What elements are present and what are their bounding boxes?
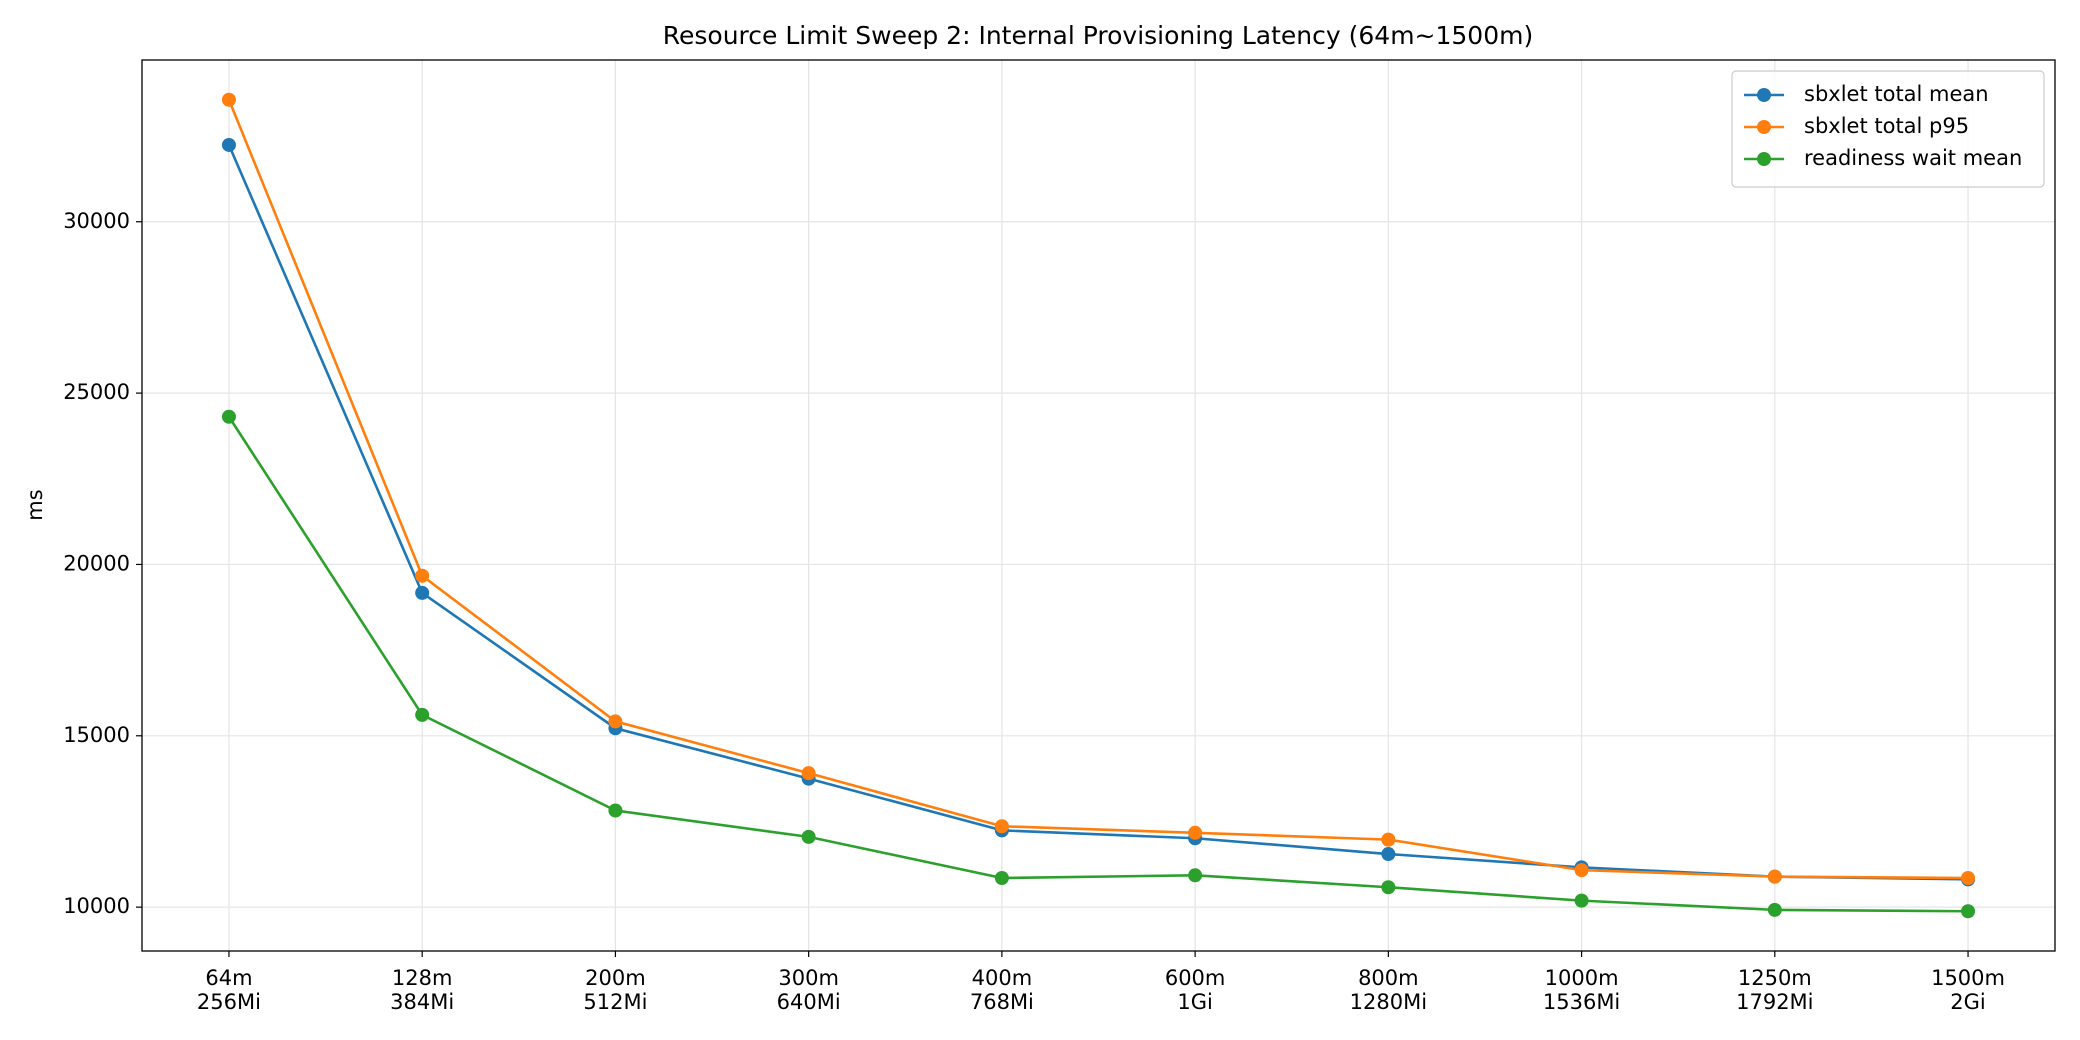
data-point (221, 137, 236, 152)
data-point (1767, 902, 1782, 917)
legend-marker (1757, 152, 1771, 166)
data-point (1961, 904, 1976, 919)
legend-marker (1757, 120, 1771, 134)
data-point (221, 92, 236, 107)
data-point (801, 766, 816, 781)
data-point (415, 585, 430, 600)
x-tick-label: 200m (585, 966, 646, 990)
data-point (801, 829, 816, 844)
x-tick-label: 1280Mi (1350, 990, 1427, 1014)
x-tick-label: 640Mi (777, 990, 841, 1014)
series-line (227, 144, 1969, 881)
data-point (608, 714, 623, 729)
x-tick-label: 768Mi (970, 990, 1034, 1014)
data-point (1767, 869, 1782, 884)
x-tick-label: 1500m (1931, 966, 2005, 990)
data-point (608, 803, 623, 818)
y-axis-label: ms (23, 489, 47, 520)
data-point (415, 568, 430, 583)
data-point (221, 409, 236, 424)
legend-marker (1757, 88, 1771, 102)
x-tick-label: 1792Mi (1736, 990, 1813, 1014)
y-tick-label: 20000 (63, 551, 130, 575)
x-tick-label: 1Gi (1177, 990, 1212, 1014)
y-tick-label: 30000 (63, 209, 130, 233)
x-tick-label: 128m (392, 966, 453, 990)
y-tick-label: 10000 (63, 894, 130, 918)
data-point (1381, 832, 1396, 847)
series-line (227, 99, 1969, 880)
y-tick-label: 15000 (63, 723, 130, 747)
x-tick-label: 384Mi (390, 990, 454, 1014)
x-tick-label: 400m (972, 966, 1033, 990)
data-point (1381, 880, 1396, 895)
x-tick-label: 512Mi (583, 990, 647, 1014)
x-tick-label: 1250m (1738, 966, 1812, 990)
data-point (1961, 871, 1976, 886)
data-point (1574, 893, 1589, 908)
series-line (227, 416, 1969, 913)
x-tick-label: 256Mi (197, 990, 261, 1014)
data-point (994, 819, 1009, 834)
legend-box (1731, 70, 2045, 188)
legend-label: sbxlet total p95 (1804, 114, 1969, 138)
plot-frame (141, 59, 2056, 952)
x-tick-label: 800m (1358, 966, 1419, 990)
data-point (1188, 868, 1203, 883)
data-point (994, 871, 1009, 886)
data-point (1188, 825, 1203, 840)
y-tick-label: 25000 (63, 380, 130, 404)
data-point (415, 707, 430, 722)
legend-label: readiness wait mean (1804, 146, 2022, 170)
data-point (1574, 863, 1589, 878)
data-point (1381, 847, 1396, 862)
chart-title: Resource Limit Sweep 2: Internal Provisi… (663, 21, 1533, 50)
x-tick-label: 2Gi (1950, 990, 1985, 1014)
legend-label: sbxlet total mean (1804, 82, 1989, 106)
x-tick-label: 1536Mi (1543, 990, 1620, 1014)
x-tick-label: 1000m (1545, 966, 1619, 990)
x-tick-label: 300m (778, 966, 839, 990)
x-tick-label: 64m (205, 966, 252, 990)
x-tick-label: 600m (1165, 966, 1226, 990)
